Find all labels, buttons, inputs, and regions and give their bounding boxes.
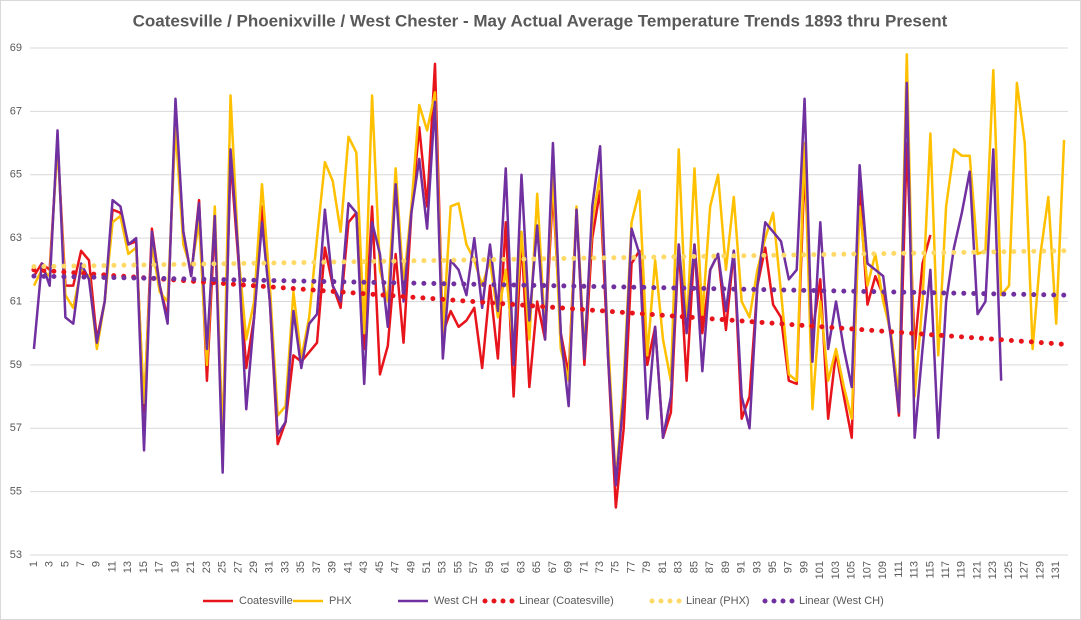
x-tick-label: 5 — [59, 561, 71, 567]
x-tick-label: 43 — [358, 561, 370, 573]
x-tick-label: 87 — [704, 561, 716, 573]
x-tick-label: 35 — [295, 561, 307, 573]
y-tick-label: 57 — [10, 422, 22, 434]
x-tick-label: 47 — [390, 561, 402, 573]
x-tick-label: 123 — [987, 561, 999, 579]
x-tick-label: 79 — [641, 561, 653, 573]
x-tick-label: 13 — [122, 561, 134, 573]
x-tick-label: 1 — [28, 561, 40, 567]
x-tick-label: 33 — [279, 561, 291, 573]
x-tick-label: 49 — [405, 561, 417, 573]
x-tick-label: 113 — [909, 561, 921, 579]
x-tick-label: 109 — [877, 561, 889, 579]
x-tick-label: 101 — [814, 561, 826, 579]
chart-title: Coatesville / Phoenixville / West Cheste… — [133, 11, 948, 30]
y-tick-label: 65 — [10, 169, 22, 181]
x-tick-label: 63 — [515, 561, 527, 573]
x-tick-label: 37 — [311, 561, 323, 573]
x-tick-label: 17 — [154, 561, 166, 573]
y-tick-label: 69 — [10, 42, 22, 54]
x-tick-label: 15 — [138, 561, 150, 573]
legend-label: Linear (PHX) — [686, 595, 750, 607]
x-tick-label: 31 — [264, 561, 276, 573]
x-tick-label: 111 — [893, 561, 905, 578]
x-tick-label: 67 — [547, 561, 559, 573]
y-tick-label: 53 — [10, 549, 22, 561]
trend-line — [31, 248, 1067, 270]
x-tick-label: 53 — [437, 561, 449, 573]
x-tick-label: 45 — [374, 561, 386, 573]
y-tick-label: 61 — [10, 295, 22, 307]
x-tick-label: 25 — [217, 561, 229, 573]
series-line — [32, 81, 1003, 487]
x-tick-label: 21 — [185, 561, 197, 573]
x-tick-label: 89 — [720, 561, 732, 573]
y-tick-label: 67 — [10, 105, 22, 117]
x-tick-label: 55 — [452, 561, 464, 573]
trend-line — [31, 267, 1067, 347]
trend-line — [31, 273, 1067, 298]
x-tick-label: 91 — [736, 561, 748, 573]
x-tick-label: 65 — [531, 561, 543, 573]
x-tick-label: 115 — [924, 561, 936, 579]
x-tick-label: 119 — [956, 561, 968, 579]
x-tick-label: 23 — [201, 561, 213, 573]
x-tick-label: 41 — [342, 561, 354, 573]
x-tick-label: 129 — [1034, 561, 1046, 579]
x-tick-label: 11 — [106, 561, 118, 572]
x-tick-label: 69 — [563, 561, 575, 573]
x-tick-label: 27 — [232, 561, 244, 573]
x-tick-label: 95 — [767, 561, 779, 573]
x-tick-label: 75 — [610, 561, 622, 573]
x-tick-label: 107 — [861, 561, 873, 579]
x-tick-label: 19 — [169, 561, 181, 573]
x-tick-label: 117 — [940, 561, 952, 579]
x-tick-label: 99 — [798, 561, 810, 573]
x-tick-label: 125 — [1003, 561, 1015, 579]
x-tick-label: 83 — [673, 561, 685, 573]
x-tick-label: 105 — [846, 561, 858, 579]
legend-label: Coatesville — [239, 595, 293, 607]
x-tick-label: 51 — [421, 561, 433, 573]
x-tick-label: 81 — [657, 561, 669, 573]
x-tick-label: 131 — [1050, 561, 1062, 579]
y-tick-label: 55 — [10, 486, 22, 498]
x-tick-label: 7 — [75, 561, 87, 567]
y-tick-label: 63 — [10, 232, 22, 244]
legend-label: Linear (Coatesville) — [519, 595, 614, 607]
x-tick-label: 71 — [578, 561, 590, 573]
x-tick-label: 93 — [751, 561, 763, 573]
legend-label: West CH — [434, 595, 478, 607]
x-tick-label: 103 — [830, 561, 842, 579]
x-tick-label: 85 — [688, 561, 700, 573]
x-tick-label: 9 — [91, 561, 103, 567]
x-tick-label: 121 — [971, 561, 983, 579]
x-tick-label: 3 — [44, 561, 56, 567]
y-tick-label: 59 — [10, 359, 22, 371]
x-tick-label: 97 — [783, 561, 795, 573]
x-tick-label: 127 — [1019, 561, 1031, 579]
x-tick-label: 77 — [625, 561, 637, 573]
legend-label: Linear (West CH) — [799, 595, 884, 607]
x-tick-label: 39 — [327, 561, 339, 573]
x-tick-label: 73 — [594, 561, 606, 573]
x-tick-label: 29 — [248, 561, 260, 573]
legend-label: PHX — [329, 595, 352, 607]
x-tick-label: 57 — [468, 561, 480, 573]
x-tick-label: 59 — [484, 561, 496, 573]
x-tick-label: 61 — [500, 561, 512, 573]
